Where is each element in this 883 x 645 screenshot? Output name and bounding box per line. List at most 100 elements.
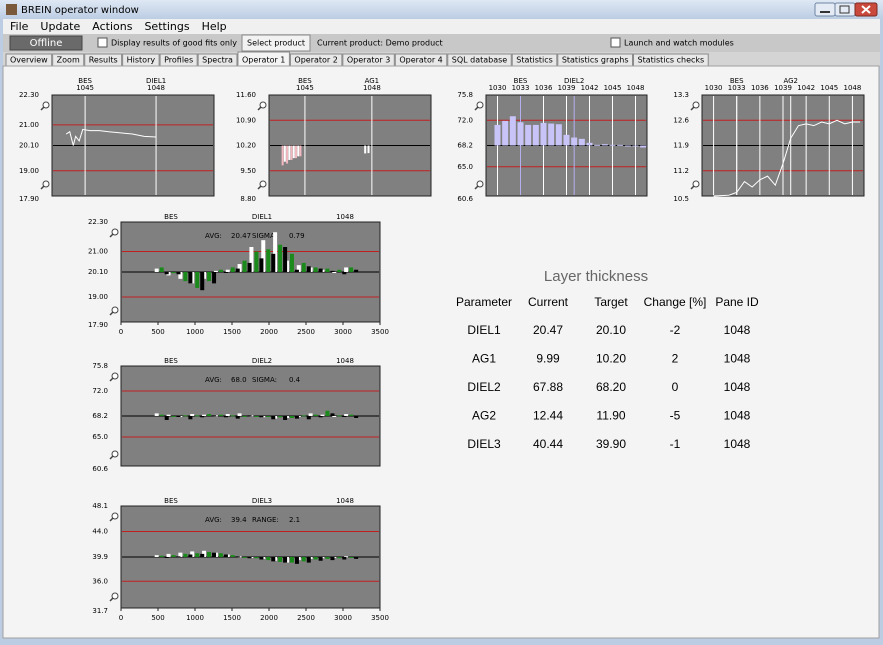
bar xyxy=(266,557,271,561)
table-cell: 20.10 xyxy=(596,323,626,337)
zoom-icon[interactable] xyxy=(474,101,484,111)
plots: 22.3021.0020.1019.0017.90BES1045DIEL1104… xyxy=(19,77,865,622)
marker-label: AG1 xyxy=(365,77,380,85)
table-header: Change [%] xyxy=(644,295,707,309)
marker-label: BES xyxy=(730,77,744,85)
zoom-icon[interactable] xyxy=(109,512,119,522)
table-cell: 40.44 xyxy=(533,437,563,451)
bar xyxy=(183,553,188,557)
x-tick-label: 2000 xyxy=(260,328,278,336)
zoom-handle xyxy=(690,106,695,111)
minimize-button[interactable] xyxy=(814,2,836,17)
table-cell: 1048 xyxy=(724,380,751,394)
zoom-icon[interactable] xyxy=(690,101,700,111)
menu-item[interactable]: Help xyxy=(202,20,227,33)
y-tick-label: 60.6 xyxy=(457,195,473,203)
bar xyxy=(354,416,359,418)
menu-item[interactable]: Update xyxy=(40,20,80,33)
table-header: Current xyxy=(528,295,569,309)
y-tick-label: 72.0 xyxy=(457,116,473,124)
bar xyxy=(349,267,354,272)
zoom-icon[interactable] xyxy=(474,180,484,190)
y-tick-label: 36.0 xyxy=(92,577,108,585)
zoom-icon[interactable] xyxy=(40,180,50,190)
bar xyxy=(509,116,516,146)
bar xyxy=(235,268,240,272)
zoom-icon[interactable] xyxy=(109,450,119,460)
zoom-icon[interactable] xyxy=(109,372,119,382)
table-cell: 10.20 xyxy=(596,352,626,366)
bar xyxy=(342,557,347,560)
bar xyxy=(306,416,311,420)
y-tick-label: 13.3 xyxy=(673,91,689,99)
bar xyxy=(318,268,323,272)
y-tick-label: 17.90 xyxy=(88,321,108,329)
zoom-icon[interactable] xyxy=(690,180,700,190)
y-tick-label: 11.9 xyxy=(673,142,689,150)
x-tick-label: 0 xyxy=(119,614,123,622)
zoom-icon[interactable] xyxy=(109,228,119,238)
launch-checkbox[interactable] xyxy=(610,37,621,48)
bar xyxy=(200,553,205,557)
bar xyxy=(259,258,264,272)
good-fits-label: Display results of good fits only xyxy=(111,39,237,48)
zoom-handle xyxy=(109,311,114,316)
y-tick-label: 72.0 xyxy=(92,387,108,395)
bar xyxy=(281,145,284,166)
menu-item[interactable]: Actions xyxy=(92,20,132,33)
bar xyxy=(271,253,276,272)
window-buttons xyxy=(814,2,878,17)
bar xyxy=(212,415,217,417)
bar xyxy=(235,556,240,558)
plot-stat: 39.4 xyxy=(231,516,247,524)
bar xyxy=(159,414,164,416)
y-tick-label: 75.8 xyxy=(457,91,473,99)
bar xyxy=(332,272,337,273)
y-tick-label: 65.0 xyxy=(92,433,108,441)
bar xyxy=(164,416,169,420)
table-cell: 12.44 xyxy=(533,409,563,423)
bar xyxy=(207,552,212,557)
zoom-lens xyxy=(692,101,700,109)
plot-stat: AVG: xyxy=(205,232,222,240)
zoom-lens xyxy=(476,101,484,109)
bar xyxy=(278,416,283,418)
bar xyxy=(301,262,306,272)
y-tick-label: 21.00 xyxy=(19,121,39,129)
select-product-button[interactable] xyxy=(241,34,311,52)
tab-label: Zoom xyxy=(57,56,80,65)
bar xyxy=(325,268,330,272)
bar xyxy=(325,557,330,559)
y-tick-label: 20.10 xyxy=(88,268,108,276)
good-fits-checkbox[interactable] xyxy=(97,37,108,48)
tab-label: Operator 4 xyxy=(399,56,442,65)
zoom-icon[interactable] xyxy=(257,101,267,111)
bar xyxy=(247,262,252,272)
bar xyxy=(183,272,188,282)
bar xyxy=(247,557,252,559)
zoom-handle xyxy=(40,106,45,111)
zoom-icon[interactable] xyxy=(109,592,119,602)
bar xyxy=(594,144,601,146)
table-header: Pane ID xyxy=(715,295,759,309)
maximize-button[interactable] xyxy=(834,2,856,17)
bar xyxy=(332,416,337,417)
plot-header: BES xyxy=(164,497,178,505)
menu-item[interactable]: Settings xyxy=(144,20,189,33)
zoom-handle xyxy=(109,517,114,522)
zoom-icon[interactable] xyxy=(109,306,119,316)
x-tick-label: 0 xyxy=(119,328,123,336)
zoom-icon[interactable] xyxy=(40,101,50,111)
table-cell: AG2 xyxy=(472,409,496,423)
bar xyxy=(159,555,164,557)
menu-item[interactable]: File xyxy=(10,20,29,33)
plot-stat: RANGE: xyxy=(252,516,279,524)
bar xyxy=(283,247,288,272)
x-tick-label: 2500 xyxy=(297,328,315,336)
bar xyxy=(176,556,181,558)
x-tick-label: 3500 xyxy=(371,614,389,622)
status-text: Offline xyxy=(30,38,63,49)
zoom-icon[interactable] xyxy=(257,180,267,190)
x-tick-label: 1048 xyxy=(844,84,862,92)
plot-header: 1048 xyxy=(336,357,354,365)
